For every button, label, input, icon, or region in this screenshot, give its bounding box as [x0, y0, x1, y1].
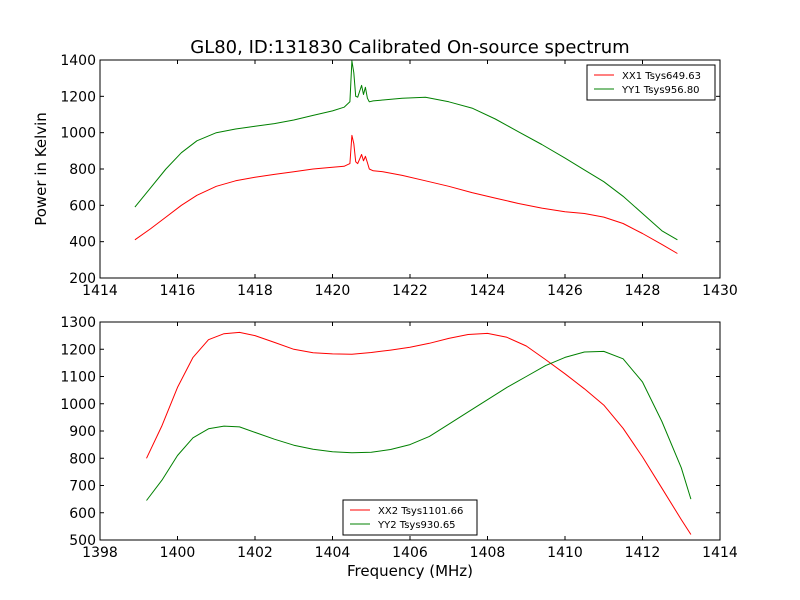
top-x-tick-label: 1430 — [702, 283, 738, 299]
bottom-y-tick-label: 500 — [69, 533, 96, 549]
top-subplot: GL80, ID:131830 Calibrated On-source spe… — [32, 37, 738, 299]
bottom-series-line-1 — [146, 350, 692, 501]
top-x-tick-label: 1428 — [625, 283, 661, 299]
top-legend-label: YY1 Tsys956.80 — [621, 85, 700, 96]
top-y-axis-label: Power in Kelvin — [32, 112, 50, 226]
top-y-tick-label: 200 — [69, 271, 96, 287]
bottom-y-tick-label: 600 — [69, 506, 96, 522]
top-x-tick-label: 1414 — [82, 283, 118, 299]
bottom-x-tick-label: 1414 — [702, 545, 738, 561]
bottom-legend: XX2 Tsys1101.66 YY2 Tsys930.65 — [342, 499, 478, 536]
bottom-y-tick-label: 1200 — [60, 342, 96, 358]
top-plot-frame — [99, 59, 721, 279]
top-legend: XX1 Tsys649.63 YY1 Tsys956.80 — [586, 64, 716, 101]
top-series-line-0 — [134, 134, 678, 254]
top-x-tick-label: 1418 — [237, 283, 273, 299]
top-y-tick-label: 1200 — [60, 89, 96, 105]
top-y-tick-label: 400 — [69, 235, 96, 251]
top-y-tick-label: 800 — [69, 162, 96, 178]
top-y-tick-label: 1000 — [60, 126, 96, 142]
top-x-tick-label: 1422 — [392, 283, 428, 299]
bottom-y-tick-label: 1100 — [60, 370, 96, 386]
bottom-x-tick-label: 1404 — [315, 545, 351, 561]
bottom-series-layer — [146, 331, 692, 535]
bottom-y-tick-label: 700 — [69, 479, 96, 495]
bottom-plot-frame — [99, 321, 721, 541]
bottom-legend-box — [342, 499, 478, 536]
bottom-x-axis-label: Frequency (MHz) — [347, 562, 473, 580]
top-legend-box — [586, 64, 716, 101]
top-y-tick-label: 600 — [69, 198, 96, 214]
top-series-line-1 — [134, 60, 678, 241]
bottom-ticks-layer: 1398 1400 1402 1404 1406 1408 1410 1412 1414 500 6… — [60, 315, 738, 561]
top-series-layer — [134, 60, 678, 254]
bottom-x-tick-label: 1410 — [547, 545, 583, 561]
bottom-y-tick-label: 1000 — [60, 397, 96, 413]
chart-title: GL80, ID:131830 Calibrated On-source spe… — [190, 37, 629, 58]
top-legend-label: XX1 Tsys649.63 — [622, 71, 701, 82]
top-x-tick-label: 1416 — [160, 283, 196, 299]
top-x-tick-label: 1420 — [315, 283, 351, 299]
bottom-y-tick-label: 1300 — [60, 315, 96, 331]
bottom-x-tick-label: 1400 — [160, 545, 196, 561]
top-x-tick-label: 1426 — [547, 283, 583, 299]
top-x-tick-label: 1424 — [470, 283, 506, 299]
bottom-y-tick-label: 800 — [69, 451, 96, 467]
bottom-x-tick-label: 1402 — [237, 545, 273, 561]
bottom-subplot: Frequency (MHz) 1398 1400 1402 1404 1406 1408… — [60, 315, 738, 580]
bottom-legend-label: XX2 Tsys1101.66 — [378, 506, 463, 517]
bottom-x-tick-label: 1408 — [470, 545, 506, 561]
top-ticks-layer: 1414 1416 1418 1420 1422 1424 1426 1428 1430 200 4… — [60, 53, 737, 299]
bottom-x-tick-label: 1398 — [82, 545, 118, 561]
bottom-series-line-0 — [146, 331, 692, 535]
bottom-legend-label: YY2 Tsys930.65 — [377, 520, 456, 531]
bottom-y-tick-label: 900 — [69, 424, 96, 440]
top-y-tick-label: 1400 — [60, 53, 96, 69]
bottom-x-tick-label: 1412 — [625, 545, 661, 561]
bottom-x-tick-label: 1406 — [392, 545, 428, 561]
